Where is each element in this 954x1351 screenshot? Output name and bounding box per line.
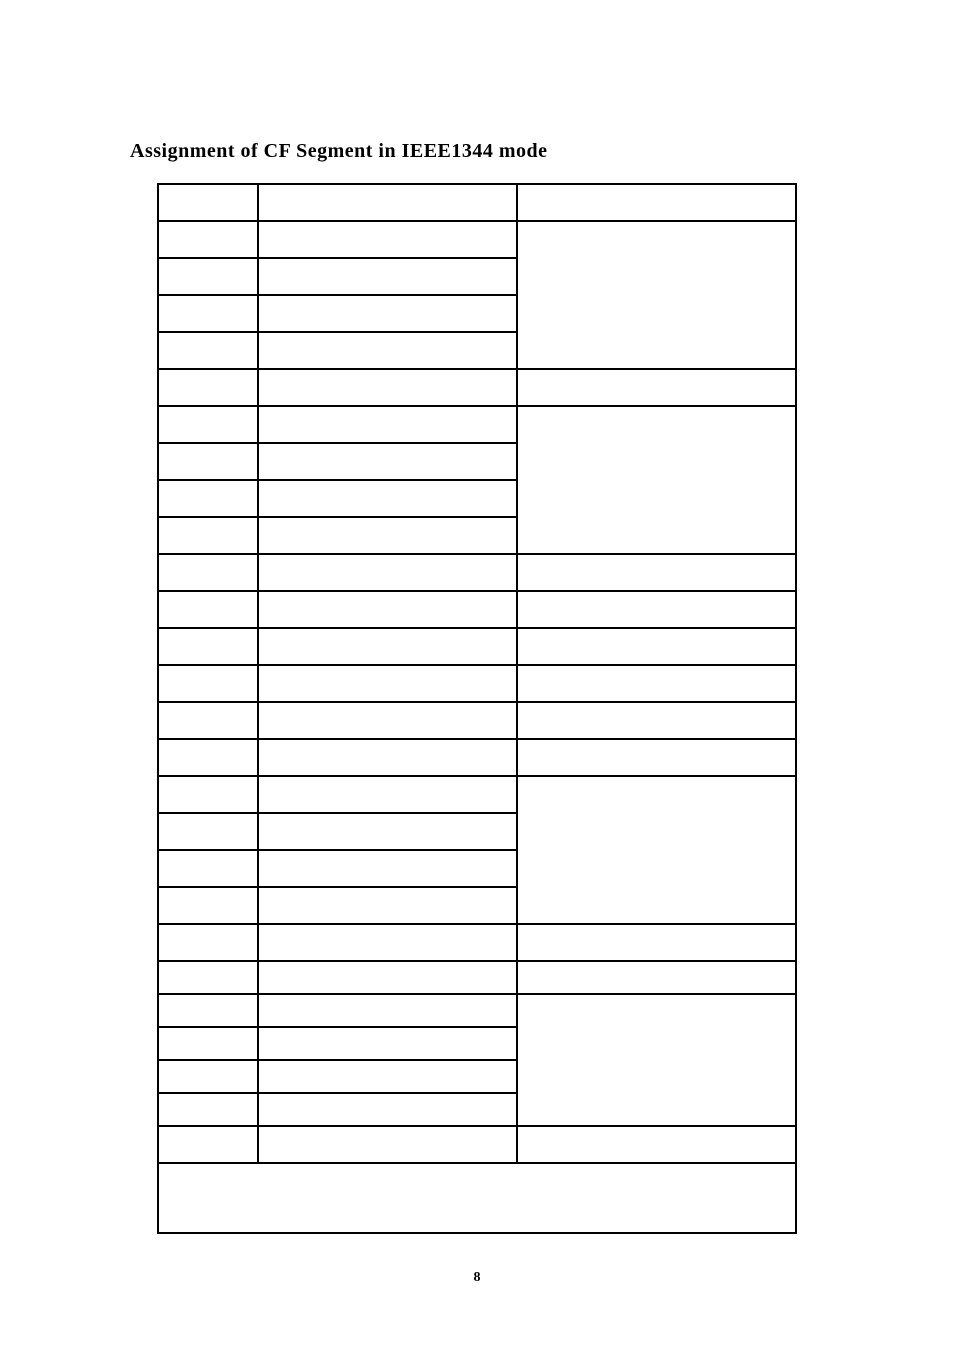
table-cell bbox=[258, 994, 517, 1027]
table-cell bbox=[158, 924, 258, 961]
table-cell bbox=[158, 369, 258, 406]
table-cell bbox=[258, 961, 517, 994]
table-cell bbox=[158, 776, 258, 813]
table-cell bbox=[517, 184, 796, 221]
table-row bbox=[158, 184, 796, 221]
table-cell bbox=[258, 517, 517, 554]
table-cell bbox=[517, 924, 796, 961]
table-cell bbox=[258, 924, 517, 961]
table-cell bbox=[158, 887, 258, 924]
page-number: 8 bbox=[474, 1270, 481, 1286]
table-cell bbox=[158, 702, 258, 739]
table-cell bbox=[158, 221, 258, 258]
table-cell bbox=[158, 1126, 258, 1163]
table-cell bbox=[258, 887, 517, 924]
table-cell bbox=[158, 1027, 258, 1060]
table-cell bbox=[158, 850, 258, 887]
table-cell bbox=[158, 443, 258, 480]
table-cell bbox=[517, 665, 796, 702]
table-cell bbox=[158, 554, 258, 591]
table-row bbox=[158, 628, 796, 665]
table-row bbox=[158, 924, 796, 961]
table-cell bbox=[258, 813, 517, 850]
table-cell bbox=[517, 369, 796, 406]
table-cell bbox=[158, 258, 258, 295]
table-cell bbox=[258, 850, 517, 887]
table-row bbox=[158, 554, 796, 591]
table-cell bbox=[258, 443, 517, 480]
table-cell bbox=[158, 739, 258, 776]
table-cell bbox=[517, 776, 796, 924]
table-cell bbox=[258, 221, 517, 258]
table-row bbox=[158, 1163, 796, 1233]
table-cell bbox=[258, 258, 517, 295]
table-cell bbox=[258, 184, 517, 221]
table-cell bbox=[517, 994, 796, 1126]
table-cell bbox=[258, 776, 517, 813]
table-cell bbox=[158, 406, 258, 443]
table-cell bbox=[158, 591, 258, 628]
table-row bbox=[158, 406, 796, 443]
table-cell bbox=[158, 517, 258, 554]
table-cell bbox=[158, 813, 258, 850]
table-cell bbox=[258, 295, 517, 332]
table-row bbox=[158, 702, 796, 739]
table-cell bbox=[258, 1027, 517, 1060]
table-cell bbox=[258, 554, 517, 591]
table-cell bbox=[158, 295, 258, 332]
table-cell bbox=[517, 591, 796, 628]
table-cell bbox=[517, 554, 796, 591]
table-cell bbox=[158, 184, 258, 221]
table-cell bbox=[258, 369, 517, 406]
table-cell bbox=[258, 1093, 517, 1126]
table-cell bbox=[517, 406, 796, 554]
table-cell bbox=[158, 1093, 258, 1126]
table-cell bbox=[258, 739, 517, 776]
table-cell bbox=[517, 1126, 796, 1163]
table-cell bbox=[158, 665, 258, 702]
table-cell bbox=[517, 702, 796, 739]
table-cell bbox=[258, 332, 517, 369]
table-cell bbox=[158, 628, 258, 665]
table-cell bbox=[258, 702, 517, 739]
table-cell bbox=[258, 665, 517, 702]
table-cell bbox=[258, 628, 517, 665]
table-row bbox=[158, 369, 796, 406]
table-cell bbox=[158, 480, 258, 517]
table-cell bbox=[517, 628, 796, 665]
table-row bbox=[158, 665, 796, 702]
page-title: Assignment of CF Segment in IEEE1344 mod… bbox=[130, 140, 824, 163]
table-cell bbox=[158, 961, 258, 994]
table-row bbox=[158, 994, 796, 1027]
table-row bbox=[158, 1126, 796, 1163]
table-row bbox=[158, 739, 796, 776]
table-cell bbox=[158, 1060, 258, 1093]
table-cell bbox=[258, 480, 517, 517]
table-cell bbox=[258, 406, 517, 443]
table-row bbox=[158, 961, 796, 994]
table-cell bbox=[258, 591, 517, 628]
table-row bbox=[158, 221, 796, 258]
table-cell bbox=[517, 221, 796, 369]
table-cell bbox=[517, 739, 796, 776]
table-cell bbox=[258, 1126, 517, 1163]
table-cell bbox=[158, 994, 258, 1027]
cf-segment-table bbox=[157, 183, 797, 1234]
table-cell bbox=[158, 332, 258, 369]
table-row bbox=[158, 776, 796, 813]
table-cell bbox=[158, 1163, 796, 1233]
table-cell bbox=[517, 961, 796, 994]
table-row bbox=[158, 591, 796, 628]
table-cell bbox=[258, 1060, 517, 1093]
